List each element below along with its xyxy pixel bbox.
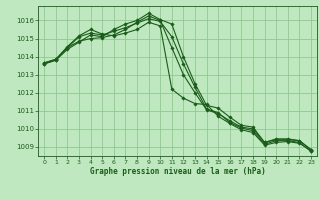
- X-axis label: Graphe pression niveau de la mer (hPa): Graphe pression niveau de la mer (hPa): [90, 167, 266, 176]
